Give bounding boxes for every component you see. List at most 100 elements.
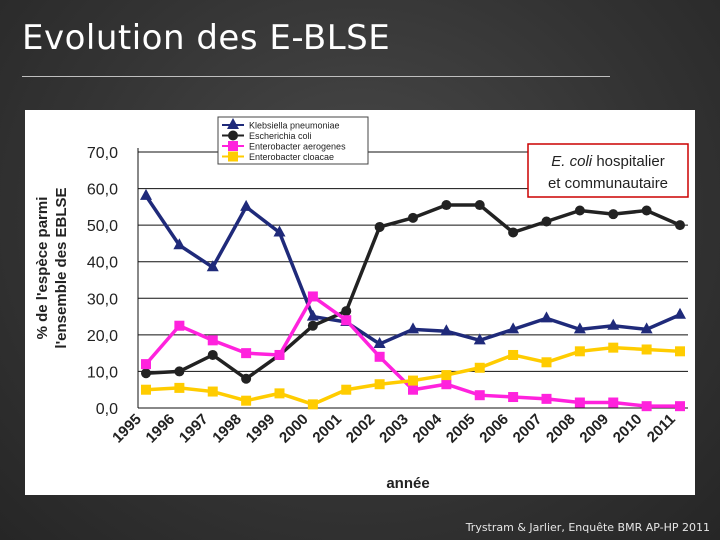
data-point: [641, 205, 652, 216]
annotation-line2: et communautaire: [548, 175, 668, 192]
legend-label: Escherichia coli: [249, 131, 312, 141]
series-2: [141, 200, 685, 384]
data-point: [307, 320, 318, 331]
annotation-line1: E. coli hospitalier: [551, 153, 664, 170]
data-point: [675, 401, 685, 412]
legend-marker: [227, 118, 239, 129]
data-point: [408, 212, 418, 223]
data-point: [241, 373, 252, 384]
data-point: [474, 390, 485, 401]
data-point: [541, 216, 552, 227]
data-point: [274, 388, 285, 399]
x-tick-label: 1999: [243, 411, 279, 447]
x-tick-labels: 1995199619971998199920002001200220032004…: [109, 410, 679, 446]
annotation-box: E. coli hospitalier et communautaire: [527, 143, 689, 198]
data-point: [441, 370, 452, 381]
source-credit: Trystram & Jarlier, Enquête BMR AP-HP 20…: [465, 521, 710, 534]
data-point: [441, 200, 452, 211]
data-point: [207, 349, 218, 360]
data-point: [573, 322, 586, 334]
data-point: [306, 309, 319, 321]
data-point: [374, 379, 385, 390]
chart-panel: 0,0 10,0 20,0 30,0 40,0 50,0 60,0 70,0 1995 1996…: [25, 110, 695, 495]
y-axis-label-line2: l'ensemble des EBLSE: [53, 187, 70, 348]
data-point: [241, 395, 252, 406]
data-point: [641, 344, 652, 355]
series-lines: [140, 188, 686, 412]
data-point: [408, 375, 418, 386]
y-tick-label: 70,0: [87, 145, 118, 162]
data-point: [674, 307, 686, 319]
data-point: [341, 315, 352, 326]
data-point: [374, 351, 385, 362]
data-point: [507, 322, 520, 334]
data-point: [607, 318, 620, 330]
x-tick-label: 2004: [410, 410, 446, 446]
slide-title: Evolution des E-BLSE: [22, 18, 391, 58]
data-point: [474, 362, 485, 373]
y-axis-label: % de l'espèce parmi l'ensemble des EBLSE: [34, 187, 70, 348]
data-point: [440, 324, 453, 336]
x-tick-label: 2009: [576, 411, 612, 447]
data-point: [206, 260, 219, 272]
data-point: [541, 357, 552, 368]
data-point: [274, 349, 285, 360]
data-point: [608, 342, 619, 353]
x-tick-label: 2006: [476, 411, 512, 447]
y-axis-label-line1: % de l'espèce parmi: [34, 197, 51, 340]
data-point: [408, 384, 418, 395]
data-point: [574, 205, 585, 216]
data-point: [240, 199, 253, 211]
x-axis-label: année: [386, 475, 429, 492]
y-tick-label: 60,0: [87, 182, 118, 199]
x-tick-label: 2010: [610, 411, 646, 447]
annotation-border: [527, 143, 689, 198]
data-point: [140, 188, 152, 200]
data-point: [574, 397, 585, 408]
x-tick-label: 2003: [376, 411, 412, 447]
legend-label: Enterobacter aerogenes: [249, 142, 346, 152]
data-point: [341, 384, 352, 395]
data-point: [508, 349, 519, 360]
x-tick-label: 2011: [644, 411, 679, 446]
series-1: [140, 188, 686, 348]
data-point: [273, 225, 286, 237]
data-point: [174, 382, 185, 393]
data-point: [473, 333, 486, 345]
y-tick-label: 0,0: [96, 401, 118, 418]
data-point: [508, 227, 519, 238]
legend-label: Enterobacter cloacae: [249, 152, 334, 162]
data-point: [307, 291, 318, 302]
data-point: [675, 220, 685, 231]
x-tick-label: 1998: [209, 411, 245, 447]
data-point: [141, 359, 151, 370]
data-point: [241, 348, 252, 359]
data-point: [608, 397, 619, 408]
grid-lines: [137, 148, 688, 409]
y-tick-labels: 0,0 10,0 20,0 30,0 40,0 50,0 60,0 70,0: [87, 145, 118, 418]
data-point: [373, 337, 386, 348]
y-tick-label: 10,0: [87, 364, 118, 381]
y-tick-label: 30,0: [87, 291, 118, 308]
x-tick-label: 2008: [543, 411, 579, 447]
x-tick-label: 1997: [176, 411, 212, 447]
x-tick-label: 2000: [276, 411, 312, 447]
y-tick-label: 50,0: [87, 218, 118, 235]
title-divider: [22, 76, 610, 77]
data-point: [540, 311, 553, 323]
x-tick-label: 2001: [309, 411, 345, 447]
data-point: [608, 209, 619, 220]
data-point: [141, 368, 151, 379]
data-point: [174, 366, 185, 377]
data-point: [141, 384, 151, 395]
data-point: [640, 322, 653, 334]
data-point: [474, 200, 485, 211]
data-point: [207, 335, 218, 346]
annotation-rest: hospitalier: [592, 153, 665, 170]
series-4: [141, 342, 685, 410]
data-point: [407, 322, 419, 334]
data-point: [207, 386, 218, 397]
data-point: [508, 392, 519, 403]
series-line: [145, 203, 681, 381]
